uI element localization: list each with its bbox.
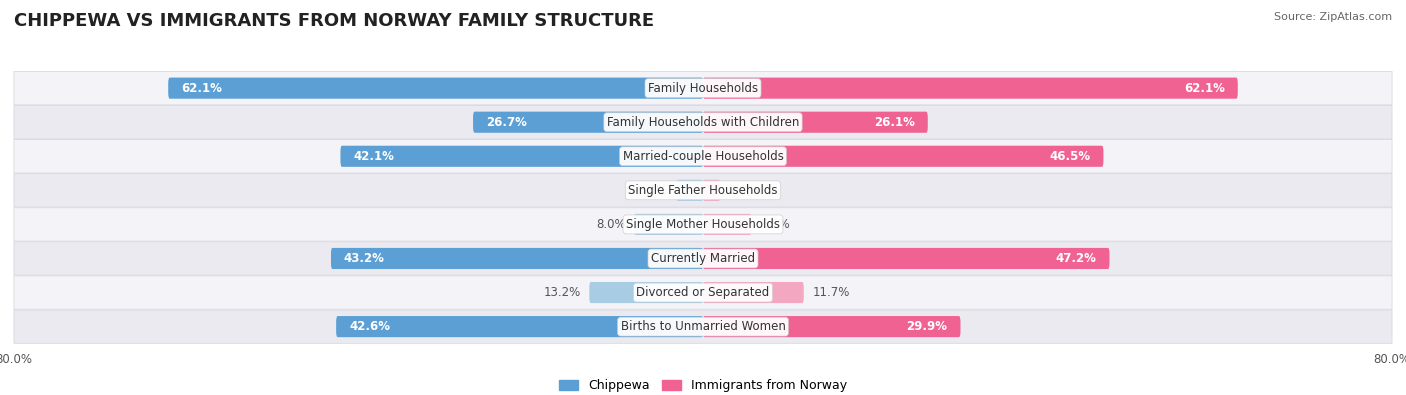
FancyBboxPatch shape <box>330 248 703 269</box>
FancyBboxPatch shape <box>634 214 703 235</box>
FancyBboxPatch shape <box>14 242 1392 275</box>
Text: Source: ZipAtlas.com: Source: ZipAtlas.com <box>1274 12 1392 22</box>
Text: Currently Married: Currently Married <box>651 252 755 265</box>
FancyBboxPatch shape <box>703 146 1104 167</box>
FancyBboxPatch shape <box>703 112 928 133</box>
Text: 2.0%: 2.0% <box>728 184 759 197</box>
Text: 3.1%: 3.1% <box>638 184 668 197</box>
Text: 43.2%: 43.2% <box>344 252 385 265</box>
FancyBboxPatch shape <box>14 276 1392 309</box>
FancyBboxPatch shape <box>336 316 703 337</box>
Text: 62.1%: 62.1% <box>1184 82 1225 95</box>
Text: 62.1%: 62.1% <box>181 82 222 95</box>
FancyBboxPatch shape <box>14 208 1392 241</box>
Text: 11.7%: 11.7% <box>813 286 849 299</box>
Text: Married-couple Households: Married-couple Households <box>623 150 783 163</box>
FancyBboxPatch shape <box>169 77 703 99</box>
FancyBboxPatch shape <box>703 214 751 235</box>
FancyBboxPatch shape <box>14 139 1392 173</box>
Text: Single Mother Households: Single Mother Households <box>626 218 780 231</box>
Text: Family Households with Children: Family Households with Children <box>607 116 799 129</box>
Text: 8.0%: 8.0% <box>596 218 626 231</box>
FancyBboxPatch shape <box>703 248 1109 269</box>
Text: 26.7%: 26.7% <box>486 116 527 129</box>
FancyBboxPatch shape <box>14 71 1392 105</box>
FancyBboxPatch shape <box>14 174 1392 207</box>
Legend: Chippewa, Immigrants from Norway: Chippewa, Immigrants from Norway <box>554 374 852 395</box>
Text: Single Father Households: Single Father Households <box>628 184 778 197</box>
FancyBboxPatch shape <box>14 310 1392 343</box>
FancyBboxPatch shape <box>589 282 703 303</box>
FancyBboxPatch shape <box>14 105 1392 139</box>
FancyBboxPatch shape <box>703 77 1237 99</box>
FancyBboxPatch shape <box>703 282 804 303</box>
Text: 26.1%: 26.1% <box>875 116 915 129</box>
Text: 29.9%: 29.9% <box>907 320 948 333</box>
Text: 13.2%: 13.2% <box>544 286 581 299</box>
Text: 5.6%: 5.6% <box>759 218 790 231</box>
Text: Divorced or Separated: Divorced or Separated <box>637 286 769 299</box>
Text: 42.6%: 42.6% <box>349 320 389 333</box>
FancyBboxPatch shape <box>676 180 703 201</box>
FancyBboxPatch shape <box>703 316 960 337</box>
Text: 46.5%: 46.5% <box>1049 150 1091 163</box>
Text: Family Households: Family Households <box>648 82 758 95</box>
Text: Births to Unmarried Women: Births to Unmarried Women <box>620 320 786 333</box>
FancyBboxPatch shape <box>340 146 703 167</box>
Text: CHIPPEWA VS IMMIGRANTS FROM NORWAY FAMILY STRUCTURE: CHIPPEWA VS IMMIGRANTS FROM NORWAY FAMIL… <box>14 12 654 30</box>
Text: 47.2%: 47.2% <box>1056 252 1097 265</box>
FancyBboxPatch shape <box>472 112 703 133</box>
FancyBboxPatch shape <box>703 180 720 201</box>
Text: 42.1%: 42.1% <box>353 150 394 163</box>
